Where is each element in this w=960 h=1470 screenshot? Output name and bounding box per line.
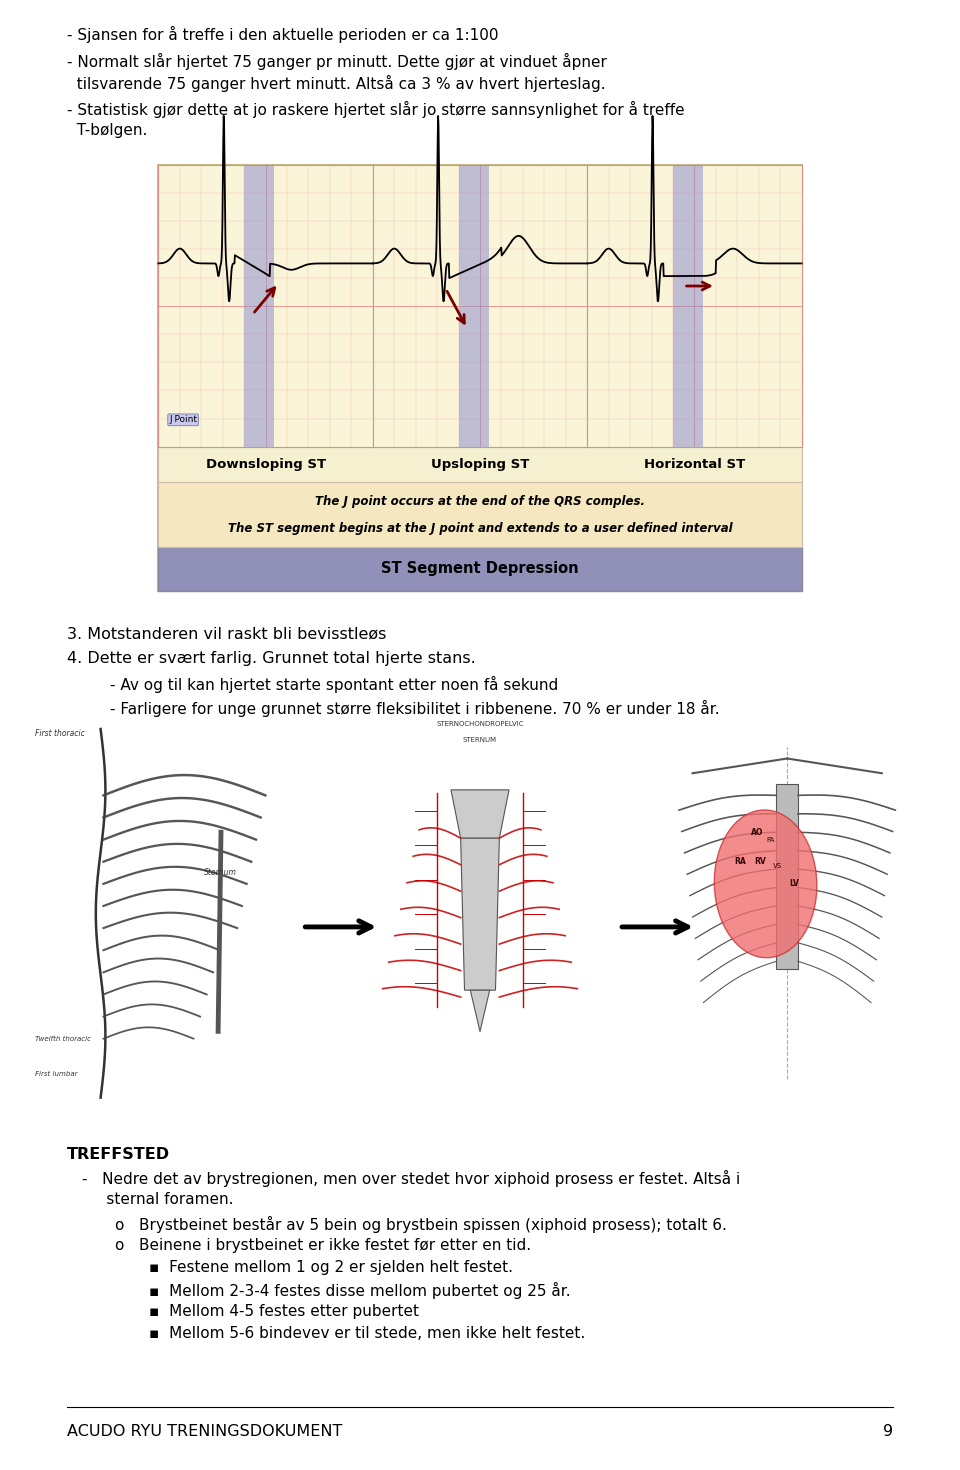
Bar	[244, 165, 275, 447]
Polygon shape	[470, 991, 490, 1032]
Polygon shape	[461, 838, 499, 991]
Polygon shape	[451, 789, 509, 838]
Text: First lumbar: First lumbar	[35, 1072, 77, 1078]
Text: - Sjansen for å treffe i den aktuelle perioden er ca 1:100: - Sjansen for å treffe i den aktuelle pe…	[67, 26, 498, 44]
Text: First thoracic: First thoracic	[35, 729, 84, 738]
Bar	[673, 165, 703, 447]
Text: Sternum: Sternum	[204, 869, 236, 878]
Text: AO: AO	[751, 828, 763, 836]
Text: 9: 9	[882, 1424, 893, 1439]
Text: 3. Motstanderen vil raskt bli bevisstleøs: 3. Motstanderen vil raskt bli bevisstleø…	[67, 626, 387, 641]
Bar	[19, 717, 941, 1105]
Text: LV: LV	[789, 879, 800, 888]
Text: ▪  Mellom 2-3-4 festes disse mellom pubertet og 25 år.: ▪ Mellom 2-3-4 festes disse mellom puber…	[149, 1282, 570, 1299]
Text: ▪  Mellom 4-5 festes etter pubertet: ▪ Mellom 4-5 festes etter pubertet	[149, 1304, 419, 1319]
Bar	[459, 165, 489, 447]
Text: VS: VS	[774, 863, 782, 869]
Text: Horizontal ST: Horizontal ST	[644, 459, 745, 470]
Text: o   Beinene i brystbeinet er ikke festet før etter en tid.: o Beinene i brystbeinet er ikke festet f…	[115, 1238, 531, 1252]
Bar	[158, 482, 802, 547]
Text: - Normalt slår hjertet 75 ganger pr minutt. Dette gjør at vinduet åpner: - Normalt slår hjertet 75 ganger pr minu…	[67, 53, 607, 71]
Polygon shape	[777, 785, 798, 969]
Bar	[158, 165, 802, 591]
Text: ST Segment Depression: ST Segment Depression	[381, 562, 579, 576]
Text: 4. Dette er svært farlig. Grunnet total hjerte stans.: 4. Dette er svært farlig. Grunnet total …	[67, 651, 476, 666]
Text: - Farligere for unge grunnet større fleksibilitet i ribbenene. 70 % er under 18 : - Farligere for unge grunnet større flek…	[110, 700, 720, 717]
Text: STERNUM: STERNUM	[463, 736, 497, 742]
Bar	[588, 165, 802, 447]
Text: - Av og til kan hjertet starte spontant etter noen få sekund: - Av og til kan hjertet starte spontant …	[110, 676, 559, 694]
Text: J Point: J Point	[169, 416, 197, 425]
Text: RA: RA	[734, 857, 746, 866]
Text: -   Nedre det av brystregionen, men over stedet hvor xiphoid prosess er festet. : - Nedre det av brystregionen, men over s…	[82, 1170, 740, 1188]
Text: o   Brystbeinet består av 5 bein og brystbein spissen (xiphoid prosess); totalt : o Brystbeinet består av 5 bein og brystb…	[115, 1216, 727, 1233]
Text: PA: PA	[766, 836, 775, 842]
Text: STERNOCHONDROPELVIC: STERNOCHONDROPELVIC	[436, 722, 524, 728]
Text: T-bølgen.: T-bølgen.	[67, 123, 148, 138]
Text: Upsloping ST: Upsloping ST	[431, 459, 529, 470]
Text: tilsvarende 75 ganger hvert minutt. Altså ca 3 % av hvert hjerteslag.: tilsvarende 75 ganger hvert minutt. Alts…	[67, 75, 606, 93]
Text: Downsloping ST: Downsloping ST	[205, 459, 325, 470]
Text: ▪  Festene mellom 1 og 2 er sjelden helt festet.: ▪ Festene mellom 1 og 2 er sjelden helt …	[149, 1260, 513, 1274]
Text: - Statistisk gjør dette at jo raskere hjertet slår jo større sannsynlighet for å: - Statistisk gjør dette at jo raskere hj…	[67, 101, 684, 119]
Ellipse shape	[714, 810, 817, 958]
Text: sternal foramen.: sternal foramen.	[82, 1192, 233, 1207]
Bar	[158, 165, 372, 447]
Text: The ST segment begins at the J point and extends to a user defined interval: The ST segment begins at the J point and…	[228, 522, 732, 535]
Text: Twelfth thoracic: Twelfth thoracic	[35, 1036, 90, 1042]
Text: RV: RV	[755, 857, 766, 866]
Bar	[158, 447, 802, 482]
Text: ▪  Mellom 5-6 bindevev er til stede, men ikke helt festet.: ▪ Mellom 5-6 bindevev er til stede, men …	[149, 1326, 585, 1341]
Bar	[158, 547, 802, 591]
Text: ACUDO RYU TRENINGSDOKUMENT: ACUDO RYU TRENINGSDOKUMENT	[67, 1424, 343, 1439]
Text: The J point occurs at the end of the QRS comples.: The J point occurs at the end of the QRS…	[315, 495, 645, 509]
Bar	[372, 165, 588, 447]
Text: TREFFSTED: TREFFSTED	[67, 1147, 170, 1161]
